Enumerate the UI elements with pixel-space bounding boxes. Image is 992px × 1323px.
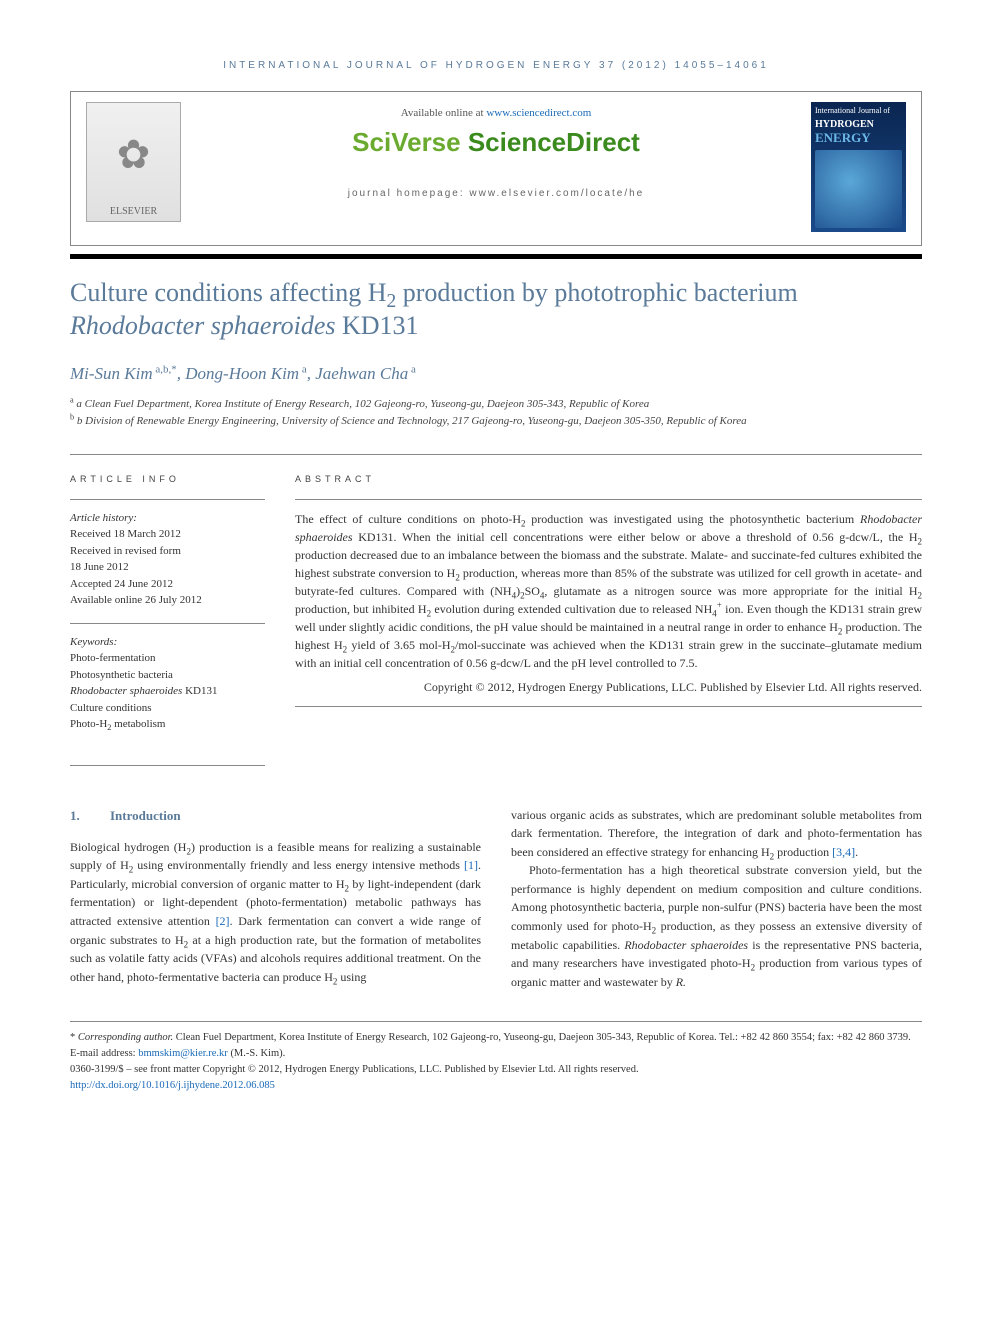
available-online-line: Available online at www.sciencedirect.co… — [201, 107, 791, 119]
journal-citation: INTERNATIONAL JOURNAL OF HYDROGEN ENERGY… — [223, 60, 769, 71]
section-heading-introduction: 1.Introduction — [70, 806, 481, 826]
keywords-block: Keywords: Photo-fermentation Photosynthe… — [70, 634, 265, 733]
body-paragraph: Photo-fermentation has a high theoretica… — [511, 861, 922, 991]
email-line: E-mail address: bmmskim@kier.re.kr (M.-S… — [70, 1046, 922, 1062]
affiliation-a: a a Clean Fuel Department, Korea Institu… — [70, 396, 922, 413]
elsevier-logo: ✿ ELSEVIER — [86, 102, 181, 222]
sciverse-brand: SciVerse ScienceDirect — [201, 127, 791, 158]
history-line: Received 18 March 2012 — [70, 526, 265, 543]
cover-line1: International Journal of — [815, 106, 902, 115]
divider — [70, 499, 265, 500]
abstract-block: ABSTRACT The effect of culture condition… — [295, 473, 922, 747]
divider — [70, 454, 922, 455]
abstract-copyright: Copyright © 2012, Hydrogen Energy Public… — [295, 678, 922, 696]
history-line: 18 June 2012 — [70, 559, 265, 576]
divider — [295, 706, 922, 707]
journal-homepage-url: www.elsevier.com/locate/he — [469, 188, 644, 199]
author-email-link[interactable]: bmmskim@kier.re.kr — [138, 1048, 228, 1059]
corresponding-author: * Corresponding author. Clean Fuel Depar… — [70, 1030, 922, 1046]
divider — [70, 623, 265, 624]
abstract-label: ABSTRACT — [295, 473, 922, 487]
body-paragraph: various organic acids as substrates, whi… — [511, 806, 922, 862]
body-text-columns: 1.Introduction Biological hydrogen (H2) … — [70, 806, 922, 992]
body-paragraph: Biological hydrogen (H2) production is a… — [70, 838, 481, 987]
elsevier-tree-icon: ✿ — [87, 103, 180, 206]
article-title: Culture conditions affecting H2 producti… — [70, 277, 922, 342]
journal-header-box: ✿ ELSEVIER International Journal of HYDR… — [70, 91, 922, 246]
journal-cover-thumbnail: International Journal of HYDROGEN ENERGY — [811, 102, 906, 232]
history-label: Article history: — [70, 510, 265, 527]
section-title: Introduction — [110, 808, 181, 823]
column-right: various organic acids as substrates, whi… — [511, 806, 922, 992]
column-left: 1.Introduction Biological hydrogen (H2) … — [70, 806, 481, 992]
history-line: Available online 26 July 2012 — [70, 592, 265, 609]
doi-link[interactable]: http://dx.doi.org/10.1016/j.ijhydene.201… — [70, 1080, 275, 1091]
divider — [295, 499, 922, 500]
abstract-text: The effect of culture conditions on phot… — [295, 510, 922, 672]
keyword: Photo-H2 metabolism — [70, 716, 265, 733]
divider — [70, 765, 265, 766]
section-number: 1. — [70, 806, 110, 826]
history-line: Received in revised form — [70, 543, 265, 560]
article-info-label: ARTICLE INFO — [70, 473, 265, 487]
affiliations: a a Clean Fuel Department, Korea Institu… — [70, 396, 922, 429]
cover-line3: ENERGY — [815, 130, 902, 146]
journal-running-head: INTERNATIONAL JOURNAL OF HYDROGEN ENERGY… — [70, 60, 922, 71]
elsevier-label: ELSEVIER — [110, 206, 157, 217]
author-list: Mi-Sun Kim a,b,*, Dong-Hoon Kim a, Jaehw… — [70, 364, 922, 384]
cover-image-icon — [815, 150, 902, 228]
keyword: Culture conditions — [70, 700, 265, 717]
keyword: Rhodobacter sphaeroides KD131 — [70, 683, 265, 700]
footnote-block: * Corresponding author. Clean Fuel Depar… — [70, 1021, 922, 1093]
article-history: Article history: Received 18 March 2012 … — [70, 510, 265, 609]
cover-line2: HYDROGEN — [815, 119, 902, 130]
title-divider-bar — [70, 254, 922, 259]
affiliation-b: b b Division of Renewable Energy Enginee… — [70, 413, 922, 430]
history-line: Accepted 24 June 2012 — [70, 576, 265, 593]
article-info-sidebar: ARTICLE INFO Article history: Received 1… — [70, 473, 265, 747]
keywords-label: Keywords: — [70, 634, 265, 651]
keyword: Photosynthetic bacteria — [70, 667, 265, 684]
keyword: Photo-fermentation — [70, 650, 265, 667]
journal-homepage-line: journal homepage: www.elsevier.com/locat… — [201, 188, 791, 199]
issn-copyright-line: 0360-3199/$ – see front matter Copyright… — [70, 1062, 922, 1078]
sciencedirect-link[interactable]: www.sciencedirect.com — [486, 107, 591, 119]
